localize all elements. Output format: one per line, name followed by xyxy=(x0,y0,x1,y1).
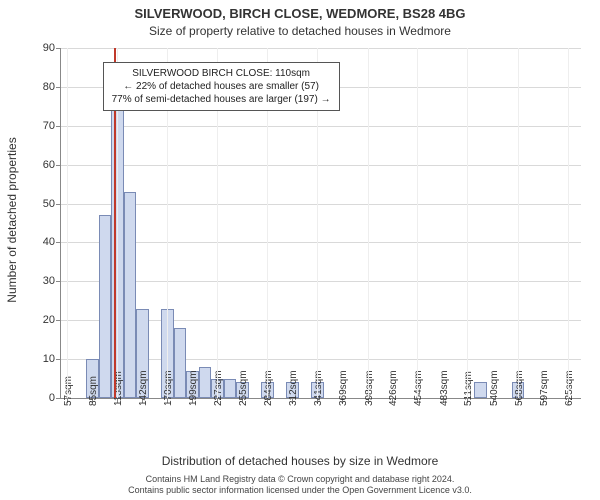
histogram-bar xyxy=(174,328,187,398)
gridline-v xyxy=(467,48,468,398)
gridline-h xyxy=(61,48,581,49)
y-tick-label: 80 xyxy=(43,81,61,93)
x-tick-label: 199sqm xyxy=(188,370,199,406)
x-axis-label: Distribution of detached houses by size … xyxy=(0,454,600,468)
x-tick-label: 57sqm xyxy=(63,376,74,406)
y-tick-label: 30 xyxy=(43,275,61,287)
x-tick-label: 426sqm xyxy=(388,370,399,406)
credits: Contains HM Land Registry data © Crown c… xyxy=(0,474,600,497)
x-tick-label: 255sqm xyxy=(238,370,249,406)
gridline-v xyxy=(417,48,418,398)
y-tick-label: 70 xyxy=(43,120,61,132)
x-tick-label: 369sqm xyxy=(338,370,349,406)
gridline-h xyxy=(61,242,581,243)
histogram-bar xyxy=(99,215,112,398)
x-tick-label: 341sqm xyxy=(313,370,324,406)
y-tick-label: 10 xyxy=(43,353,61,365)
plot-area: 010203040506070809057sqm85sqm113sqm142sq… xyxy=(60,48,581,399)
y-tick-label: 50 xyxy=(43,198,61,210)
x-tick-label: 483sqm xyxy=(439,370,450,406)
gridline-v xyxy=(568,48,569,398)
x-tick-label: 540sqm xyxy=(489,370,500,406)
annotation-line-1: SILVERWOOD BIRCH CLOSE: 110sqm xyxy=(112,67,331,80)
credits-line-1: Contains HM Land Registry data © Crown c… xyxy=(0,474,600,485)
x-tick-label: 284sqm xyxy=(263,370,274,406)
annotation-line-3: 77% of semi-detached houses are larger (… xyxy=(112,93,331,106)
annotation-line-2: ← 22% of detached houses are smaller (57… xyxy=(112,80,331,93)
annotation-box: SILVERWOOD BIRCH CLOSE: 110sqm ← 22% of … xyxy=(103,62,340,111)
y-tick-label: 40 xyxy=(43,236,61,248)
gridline-h xyxy=(61,281,581,282)
x-tick-label: 454sqm xyxy=(413,370,424,406)
x-tick-label: 398sqm xyxy=(364,370,375,406)
x-tick-label: 170sqm xyxy=(163,370,174,406)
gridline-h xyxy=(61,126,581,127)
x-tick-label: 511sqm xyxy=(463,371,474,406)
gridline-h xyxy=(61,165,581,166)
gridline-v xyxy=(67,48,68,398)
x-tick-label: 568sqm xyxy=(514,370,525,406)
x-tick-label: 625sqm xyxy=(564,370,575,406)
y-tick-label: 90 xyxy=(43,42,61,54)
histogram-bar xyxy=(124,192,137,398)
x-tick-label: 227sqm xyxy=(213,370,224,406)
gridline-v xyxy=(518,48,519,398)
x-tick-label: 142sqm xyxy=(138,370,149,406)
histogram-bar xyxy=(474,382,487,398)
y-tick-label: 60 xyxy=(43,159,61,171)
histogram-bar xyxy=(224,379,237,398)
gridline-h xyxy=(61,204,581,205)
y-axis-label: Number of detached properties xyxy=(5,137,19,302)
property-size-histogram: SILVERWOOD, BIRCH CLOSE, WEDMORE, BS28 4… xyxy=(0,0,600,500)
y-tick-label: 20 xyxy=(43,314,61,326)
gridline-v xyxy=(368,48,369,398)
chart-title-main: SILVERWOOD, BIRCH CLOSE, WEDMORE, BS28 4… xyxy=(0,6,600,21)
x-tick-label: 597sqm xyxy=(539,370,550,406)
chart-title-sub: Size of property relative to detached ho… xyxy=(0,24,600,38)
x-tick-label: 312sqm xyxy=(288,370,299,406)
histogram-bar xyxy=(199,367,212,398)
credits-line-2: Contains public sector information licen… xyxy=(0,485,600,496)
y-tick-label: 0 xyxy=(49,392,61,404)
x-tick-label: 85sqm xyxy=(88,376,99,406)
